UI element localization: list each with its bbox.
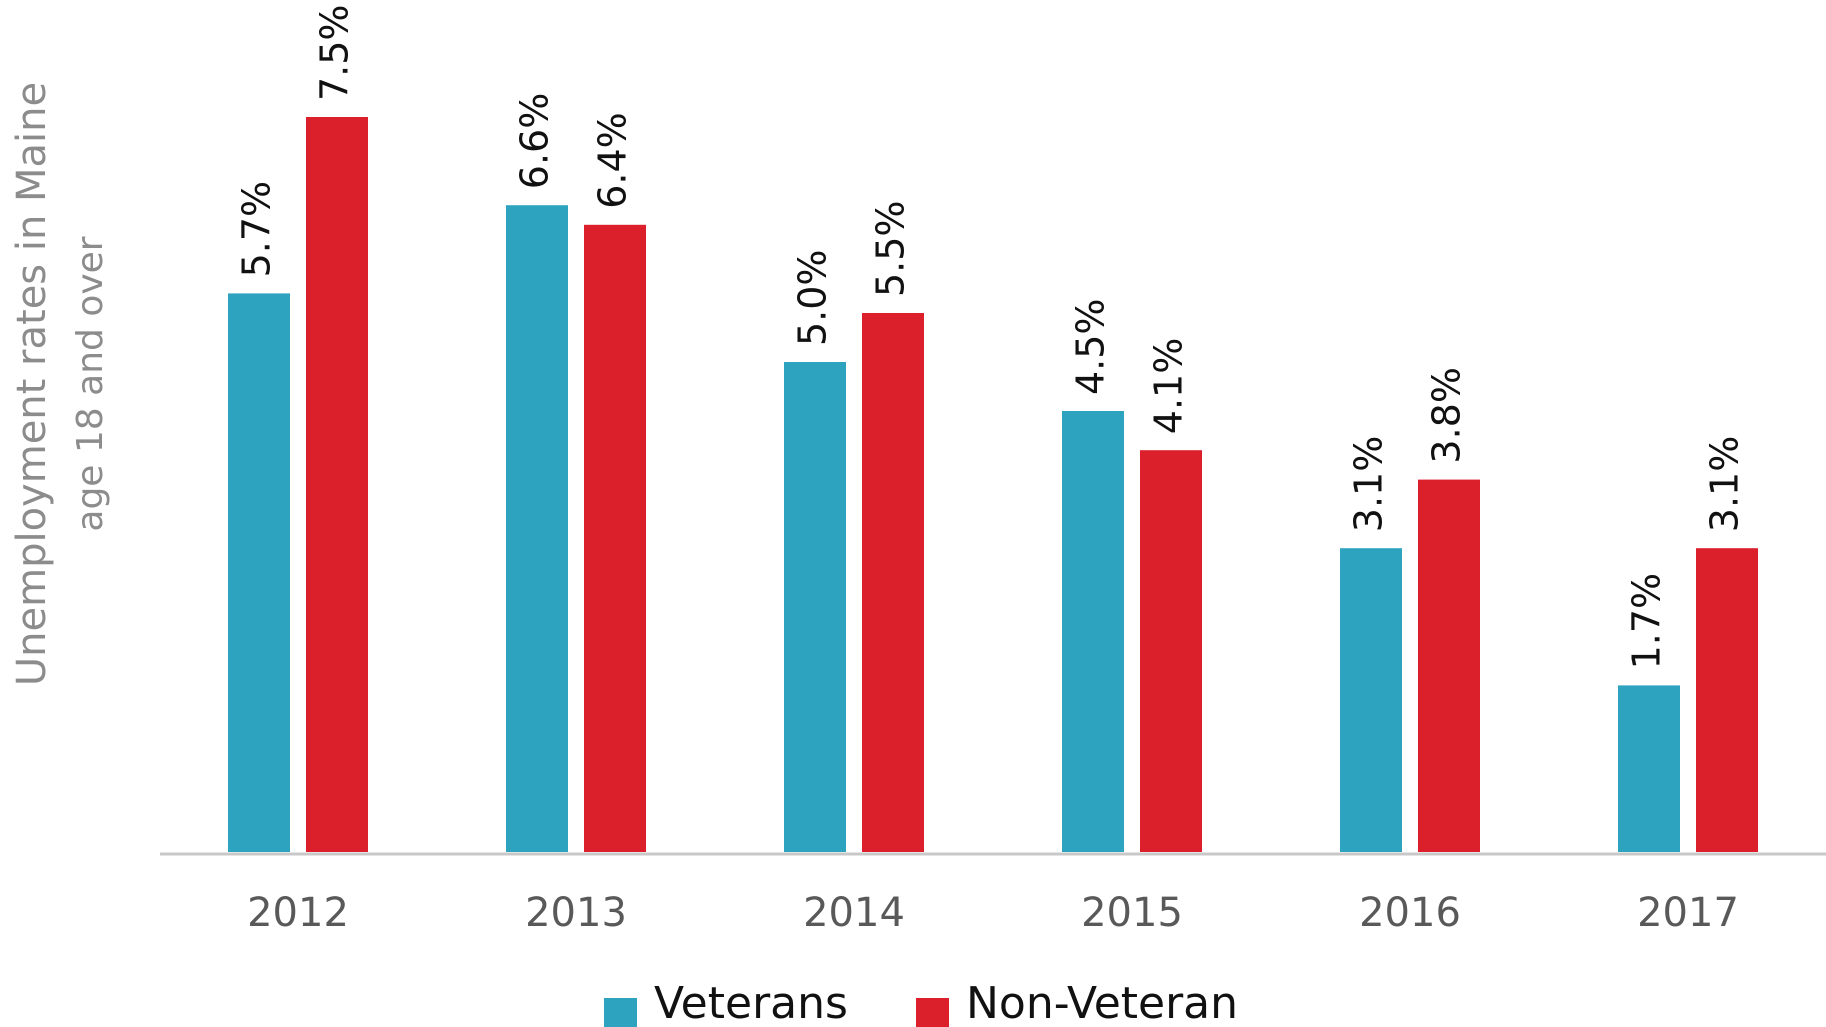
bar [1340,548,1402,852]
bar [1140,450,1202,852]
data-label: 1.7% [1625,573,1669,670]
data-label: 4.5% [1069,298,1113,395]
x-tick-label: 2013 [525,890,627,936]
data-label: 3.8% [1425,367,1469,464]
x-tick-label: 2016 [1359,890,1461,936]
bar [784,362,846,852]
bar [228,293,290,852]
data-label: 4.1% [1147,338,1191,435]
x-tick-label: 2015 [1081,890,1183,936]
bar [584,224,646,853]
data-label: 3.1% [1703,436,1747,533]
legend-swatch [916,998,949,1027]
data-label: 5.7% [235,181,279,278]
y-axis-label: age 18 and over [70,236,111,531]
data-label: 5.0% [791,249,835,346]
bar [1062,411,1124,852]
legend-label: Non-Veteran [966,978,1238,1027]
data-label: 6.4% [591,112,635,209]
legend-label: Veterans [654,978,848,1027]
data-label: 5.5% [869,200,913,297]
bar [506,205,568,852]
bar [862,313,924,852]
data-label: 6.6% [513,93,557,190]
data-label: 3.1% [1347,436,1391,533]
bar [1418,479,1480,852]
bar [1696,548,1758,852]
x-tick-label: 2017 [1637,890,1739,936]
data-label: 7.5% [313,4,357,101]
x-tick-label: 2014 [803,890,905,936]
bar [1618,685,1680,852]
legend-swatch [604,998,637,1027]
y-axis-label: Unemployment rates in Maine [9,82,55,686]
x-tick-label: 2012 [247,890,349,936]
bar [306,117,368,852]
